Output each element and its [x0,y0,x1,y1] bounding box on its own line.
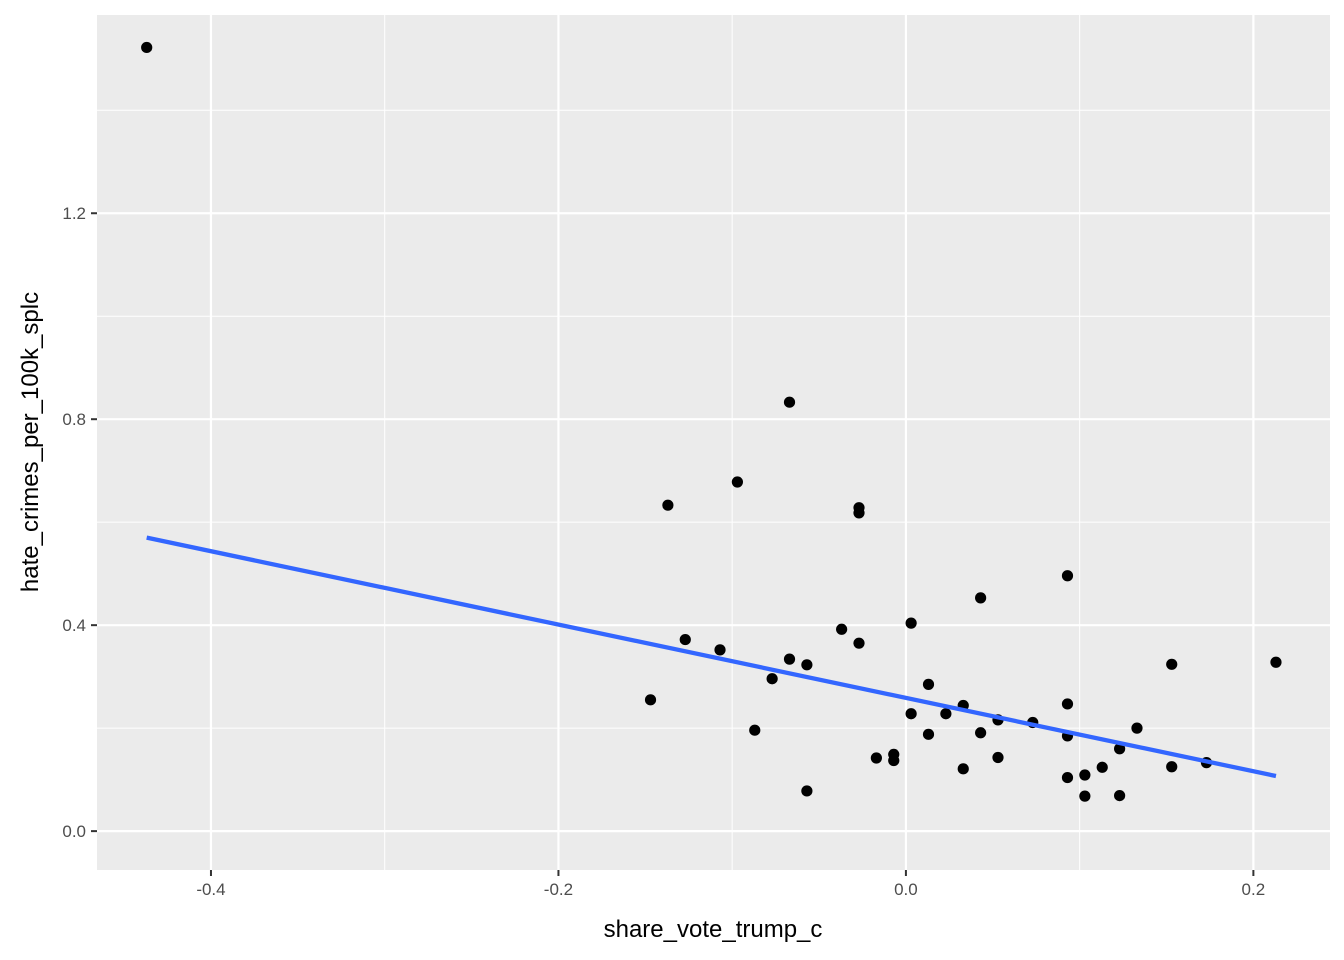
data-point [662,499,674,511]
y-tick-label: 0.4 [62,616,86,635]
data-point [975,592,987,604]
data-point [975,727,987,739]
data-point [1061,570,1074,582]
x-axis: -0.4 -0.2 0.0 0.2 [196,870,1265,899]
y-tick-label: 0.0 [62,822,86,841]
data-point [905,708,917,720]
y-axis-title: hate_crimes_per_100k_splc [17,292,44,592]
x-axis-title: share_vote_trump_c [604,916,823,943]
data-point [1114,743,1126,755]
data-point [679,633,691,646]
data-point [1061,771,1074,784]
x-tick-label: 0.0 [894,880,918,899]
y-tick-label: 0.8 [62,410,86,429]
regression-line [146,535,1277,779]
data-point [783,396,796,408]
x-tick-label: 0.2 [1242,880,1266,899]
x-tick-label: -0.4 [196,880,225,899]
data-point [992,751,1004,764]
data-point [1131,722,1143,734]
data-point [1079,769,1091,781]
data-point [731,476,743,488]
data-point [1270,656,1282,668]
data-point [905,617,917,629]
major-gridlines [97,15,1330,870]
data-point [940,708,952,720]
data-point [1079,790,1091,802]
data-point [714,644,726,656]
data-point [1114,789,1126,802]
data-point [888,754,900,767]
data-point [853,637,865,649]
y-tick-label: 1.2 [62,204,86,223]
panel-background [97,15,1330,870]
data-point [801,659,813,671]
data-point [870,752,882,764]
minor-gridlines [97,15,1330,870]
data-point [766,673,778,685]
data-point [922,678,935,690]
data-point [644,694,657,706]
data-point [801,785,813,797]
data-point [853,507,865,519]
data-point [141,41,153,54]
data-point [1166,658,1178,670]
x-tick-label: -0.2 [544,880,573,899]
data-point [1096,761,1108,773]
data-point [1166,761,1178,773]
data-point [749,724,761,736]
data-point [922,728,935,740]
data-point [836,623,848,635]
y-axis: 0.0 0.4 0.8 1.2 [62,204,97,841]
data-points [141,41,1282,802]
data-point [783,653,796,665]
data-point [1061,698,1074,710]
data-point [957,763,969,775]
regression-line-group [146,535,1277,779]
